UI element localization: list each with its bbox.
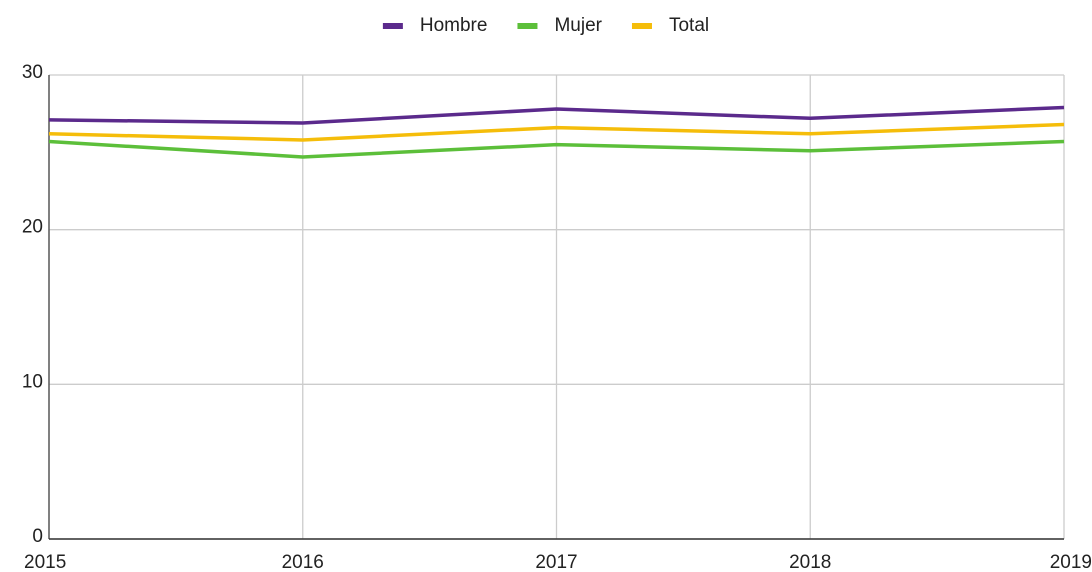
x-tick-label: 2015: [24, 552, 66, 572]
legend-label: Total: [669, 15, 709, 36]
series-line: [48, 122, 1065, 142]
x-tick-label: 2017: [535, 552, 577, 572]
x-tick-label: 2018: [789, 552, 831, 572]
legend-label: Hombre: [420, 15, 488, 36]
y-tick-label: 30: [22, 62, 43, 83]
y-tick-label: 10: [22, 371, 43, 392]
legend-swatch: [517, 23, 538, 29]
x-tick-label: 2019: [1050, 552, 1092, 572]
legend-swatch: [382, 23, 403, 29]
series-line: [48, 105, 1065, 125]
y-tick-label: 20: [22, 217, 43, 238]
series-line: [48, 139, 1065, 159]
y-tick-label: 0: [32, 526, 43, 547]
x-tick-label: 2016: [282, 552, 324, 572]
legend-label: Mujer: [554, 15, 602, 36]
legend-swatch: [631, 23, 652, 29]
